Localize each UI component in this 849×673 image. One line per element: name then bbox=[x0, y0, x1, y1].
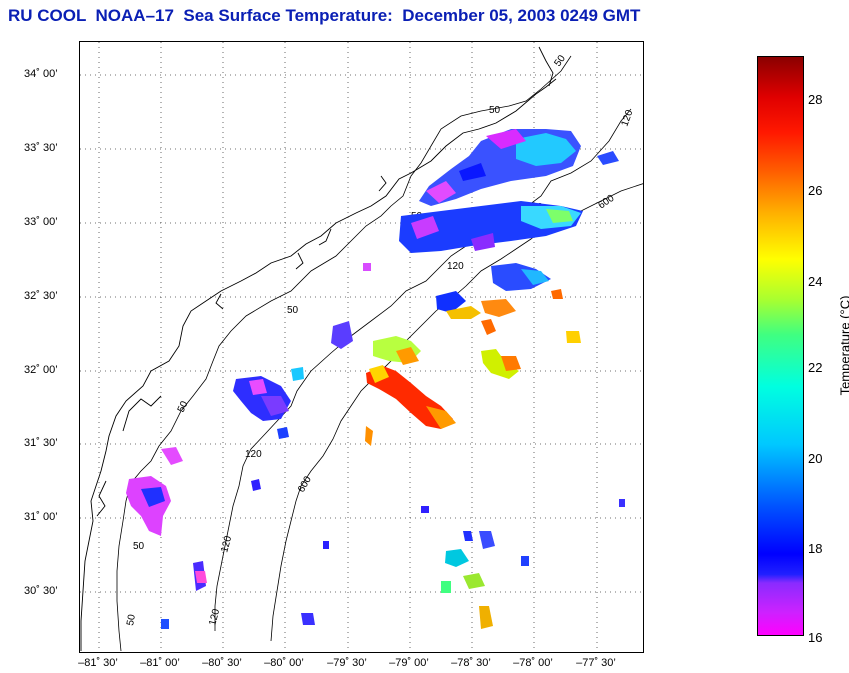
longitude-label: –78˚ 00’ bbox=[513, 657, 553, 669]
latitude-label: 33˚ 00’ bbox=[24, 216, 58, 228]
sst-patches bbox=[126, 129, 625, 629]
svg-text:120: 120 bbox=[447, 261, 464, 272]
latitude-label: 32˚ 00’ bbox=[24, 364, 58, 376]
colorbar-tick-label: 28 bbox=[808, 92, 823, 107]
longitude-label: –81˚ 30’ bbox=[78, 657, 118, 669]
longitude-label: –79˚ 30’ bbox=[327, 657, 367, 669]
svg-text:120: 120 bbox=[245, 449, 262, 460]
temperature-colorbar bbox=[757, 56, 804, 636]
colorbar-tick-label: 24 bbox=[808, 274, 823, 289]
svg-text:50: 50 bbox=[489, 105, 501, 116]
svg-text:120: 120 bbox=[207, 607, 222, 626]
longitude-label: –77˚ 30’ bbox=[576, 657, 616, 669]
sst-map[interactable]: 50 50 50 50 50 50 120 120 120 120 120 12… bbox=[79, 41, 644, 653]
svg-text:50: 50 bbox=[176, 399, 191, 414]
longitude-label: –80˚ 30’ bbox=[202, 657, 242, 669]
latitude-label: 32˚ 30’ bbox=[24, 290, 58, 302]
colorbar-tick-label: 20 bbox=[808, 451, 823, 466]
latitude-label: 34˚ 00’ bbox=[24, 68, 58, 80]
svg-text:50: 50 bbox=[133, 541, 145, 552]
svg-text:50: 50 bbox=[125, 613, 138, 626]
longitude-label: –78˚ 30’ bbox=[451, 657, 491, 669]
colorbar-tick-label: 18 bbox=[808, 541, 823, 556]
colorbar-tick-label: 22 bbox=[808, 360, 823, 375]
svg-text:600: 600 bbox=[296, 474, 314, 494]
svg-text:120: 120 bbox=[219, 534, 234, 553]
svg-text:50: 50 bbox=[552, 53, 568, 69]
svg-text:120: 120 bbox=[619, 108, 635, 128]
colorbar-tick-label: 16 bbox=[808, 630, 823, 645]
colorbar-tick-label: 26 bbox=[808, 183, 823, 198]
latitude-label: 33˚ 30’ bbox=[24, 142, 58, 154]
longitude-label: –81˚ 00’ bbox=[140, 657, 180, 669]
colorbar-title: Temperature (°C) bbox=[837, 295, 849, 396]
latitude-label: 31˚ 00’ bbox=[24, 511, 58, 523]
svg-text:50: 50 bbox=[287, 305, 299, 316]
longitude-label: –80˚ 00’ bbox=[264, 657, 304, 669]
map-canvas: 50 50 50 50 50 50 120 120 120 120 120 12… bbox=[80, 42, 643, 652]
longitude-label: –79˚ 00’ bbox=[389, 657, 429, 669]
latitude-label: 30˚ 30’ bbox=[24, 585, 58, 597]
map-title: RU COOL NOAA–17 Sea Surface Temperature:… bbox=[8, 6, 641, 25]
coastline bbox=[80, 46, 557, 651]
latitude-label: 31˚ 30’ bbox=[24, 437, 58, 449]
svg-text:600: 600 bbox=[596, 193, 616, 212]
